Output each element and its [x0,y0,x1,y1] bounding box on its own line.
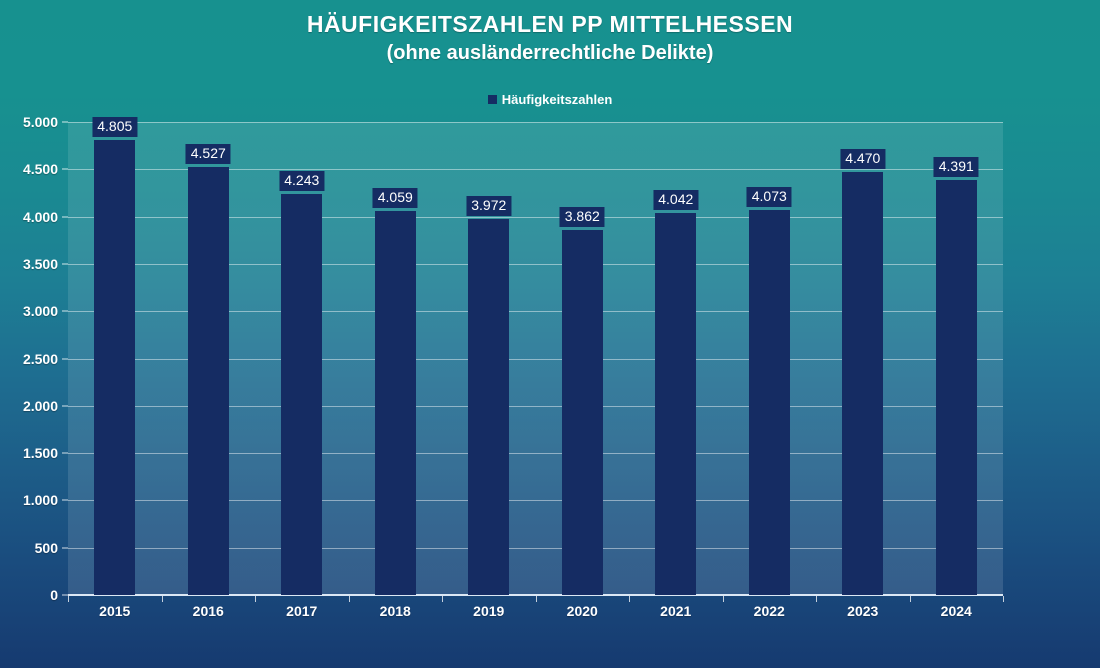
y-axis-tick-label: 1.500 [22,445,58,462]
legend-square-marker-icon [487,95,497,104]
gridline [68,547,1003,549]
x-axis-tick-label-2015: 2015 [99,603,131,619]
bar-value-label-2019: 3.972 [466,196,512,217]
y-axis-tick-mark [62,263,68,265]
gridline [68,216,1003,218]
x-axis-tick-label-2022: 2022 [753,603,785,619]
bar-value-label-2018: 4.059 [372,188,418,209]
bar-2022[interactable] [748,209,790,595]
bar-value-label-2017: 4.243 [279,170,325,191]
x-axis-tick-label-2019: 2019 [473,603,505,619]
x-axis-tick-label-2021: 2021 [660,603,692,619]
bar-value-label-2022: 4.073 [746,186,792,207]
y-axis-tick-label: 1.000 [22,492,58,509]
bar-value-label-2021: 4.042 [653,189,699,210]
y-axis-tick-mark [62,121,68,123]
bar-value-label-2015: 4.805 [92,117,138,138]
x-axis-tick-label-2024: 2024 [940,603,972,619]
y-axis-tick-mark [62,547,68,549]
bar-2023[interactable] [842,172,884,595]
x-axis-tick-label-2018: 2018 [379,603,411,619]
bar-value-label-2020: 3.862 [559,206,605,227]
bar-2019[interactable] [468,219,510,595]
x-axis-tick-mark [535,596,537,602]
bar-value-label-2023: 4.470 [840,149,886,170]
y-axis-tick-mark [62,168,68,170]
y-axis-tick-label: 3.500 [22,255,58,272]
x-axis-tick-mark [68,596,69,602]
bar-2020[interactable] [561,229,603,595]
y-axis-tick-label: 0 [50,587,58,603]
page-title: HÄUFIGKEITSZAHLEN PP MITTELHESSEN (ohne … [0,10,1100,66]
bar-2016[interactable] [187,166,229,595]
y-axis-tick-mark [62,358,68,359]
gridline [68,311,1003,313]
x-axis-tick-mark [816,596,817,602]
bar-2021[interactable] [655,212,697,595]
chart-legend: Häufigkeitszahlen [0,92,1100,107]
gridline [68,358,1003,360]
x-axis-tick-label-2020: 2020 [566,603,598,619]
y-axis-tick-label: 4.500 [22,161,58,178]
y-axis-tick-mark [62,594,68,596]
bar-2015[interactable] [94,140,136,595]
bar-2018[interactable] [374,211,416,595]
gridline [68,263,1003,265]
bar-value-label-2016: 4.527 [185,143,231,164]
y-axis-tick-mark [62,216,68,218]
gridline [68,453,1003,455]
gridline [68,169,1003,171]
y-axis-tick-label: 2.000 [22,397,58,414]
gridline [68,122,1003,123]
x-axis-tick-mark [442,596,443,602]
chart-title-main: HÄUFIGKEITSZAHLEN PP MITTELHESSEN [306,11,794,37]
x-axis-tick-mark [1003,596,1004,602]
y-axis-tick-label: 500 [34,539,58,556]
y-axis-tick-label: 2.500 [22,350,58,367]
y-axis-tick-mark [62,405,68,407]
x-axis-tick-mark [722,596,724,602]
x-axis-tick-mark [161,596,163,602]
x-axis-tick-mark [348,596,350,602]
x-axis-line [68,594,1003,596]
bar-2024[interactable] [935,179,977,595]
bar-value-label-2024: 4.391 [933,156,979,177]
x-axis-tick-label-2023: 2023 [847,603,879,619]
y-axis-tick-label: 3.000 [22,303,58,320]
x-axis-tick-mark [909,596,911,602]
legend-item-label: Häufigkeitszahlen [501,92,613,107]
y-axis-tick-mark [62,452,68,454]
y-axis-tick-mark [62,310,68,312]
x-axis-tick-label-2016: 2016 [192,603,224,619]
y-axis-tick-label: 4.000 [22,208,58,225]
x-axis-tick-mark [629,596,630,602]
gridline [68,500,1003,502]
bar-2017[interactable] [281,193,323,595]
y-axis-tick-mark [62,499,68,501]
x-axis-tick-label-2017: 2017 [286,603,318,619]
gridline [68,405,1003,407]
y-axis-tick-label: 5.000 [22,114,58,130]
chart-title-subtitle: (ohne ausländerrechtliche Delikte) [386,42,714,64]
x-axis-tick-mark [255,596,256,602]
